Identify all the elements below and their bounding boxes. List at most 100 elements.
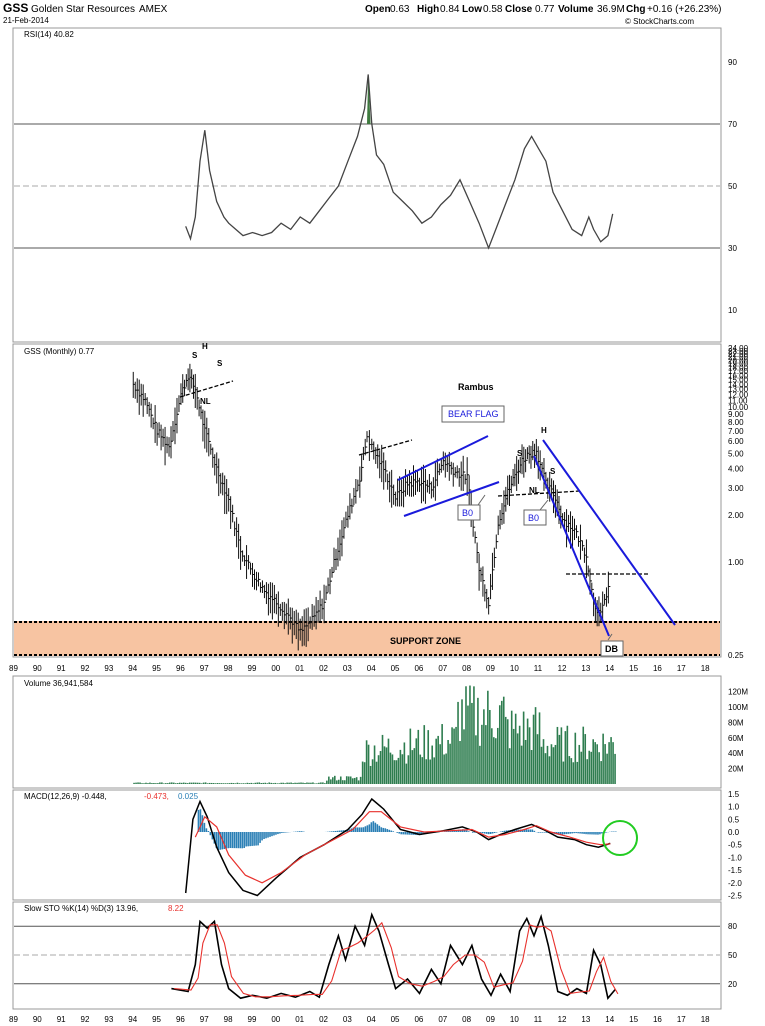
macd-hist-bar [577,832,579,834]
macd-hist-bar [485,832,488,834]
x-tick-label: 07 [438,1015,447,1024]
macd-hist-bar [491,832,494,834]
macd-hist-bar [531,829,534,832]
volume-bar [208,782,211,784]
hs2-head: H [541,426,547,435]
x-tick-label: 91 [57,664,66,673]
volume-bar [469,685,471,784]
volume-bar [169,782,171,784]
macd-hist-bar [370,822,373,832]
volume-bar [284,783,286,784]
macd-hist-bar [489,832,492,834]
volume-bar [508,748,511,784]
volume-bar [312,782,314,784]
volume-bar [443,754,445,784]
macd-hist-bar [404,832,406,835]
price-tick-label: 10.00 [728,403,749,412]
volume-tick-label: 20M [728,765,744,774]
volume-tick-label: 120M [728,688,748,697]
volume-bar [415,738,418,784]
volume-bar [453,728,455,784]
bo1-pointer [477,494,486,506]
x-tick-label: 94 [128,1015,137,1024]
macd-hist-bar [527,829,530,832]
x-tick-label: 90 [33,1015,42,1024]
volume-bar [614,753,616,784]
volume-bar [316,783,318,784]
volume-bars [133,685,616,784]
volume-bar [320,782,322,784]
macd-hist-bar [513,829,516,832]
hs2-shoulder-right: S [550,467,556,476]
macd-hist-bar [235,832,238,849]
x-tick-label: 11 [534,1015,543,1024]
volume-bar [459,741,461,784]
volume-bar [165,783,167,784]
volume-bar [220,783,223,784]
volume-bar [409,728,412,784]
macd-hist-bar [259,832,261,843]
volume-bar [314,783,316,784]
author-label: Rambus [458,382,494,392]
macd-hist-bar [589,832,591,835]
x-tick-label: 92 [81,664,90,673]
macd-hist-bar [364,826,367,832]
macd-tick-label: -2.5 [728,892,742,901]
neckline-1 [179,380,234,398]
macd-hist-bar [386,829,389,832]
x-axis-bottom: 89 90 91 92 93 94 95 96 97 98 99 00 01 02 03 04 05 06 07 08… [9,1015,710,1024]
macd-hist-bar [539,832,542,833]
macd-hist-bar [257,832,259,846]
price-tick-label: 3.00 [728,484,744,493]
volume-bar [383,746,386,784]
exchange: AMEX [139,4,168,15]
macd-hist-bar [201,815,204,832]
macd-hist-bar [197,809,200,832]
macd-hist-bar [390,830,393,832]
macd-tick-label: 0.0 [728,828,740,837]
volume-bar [268,782,271,784]
volume-bar [534,707,537,784]
rsi-grid [14,123,720,249]
volume-bar [387,738,390,784]
volume-bar [504,716,507,784]
volume-bar [445,753,447,784]
volume-bar [455,726,457,784]
x-tick-label: 13 [581,1015,590,1024]
volume-bar [272,783,274,784]
volume-bar [401,754,404,784]
macd-hist-bar [372,821,375,832]
macd-hist-bar [599,832,601,835]
price-tick-label: 20.00 [728,356,749,365]
macd-hist-bar [467,831,470,832]
volume-bar [254,782,257,784]
volume-bar [264,782,267,784]
bo2-pointer [539,499,549,511]
price-tick-label: 23.00 [728,347,749,356]
bo1-label: B0 [462,508,473,518]
volume-bar [576,761,579,784]
macd-hist-bar [249,832,251,847]
watermark: © StockCharts.com [625,17,694,26]
macd-hist-bar [336,830,339,832]
x-tick-label: 16 [653,664,662,673]
volume-bar [153,783,155,784]
volume-bar [516,733,519,784]
volume-tick-label: 100M [728,703,748,712]
volume-bar [288,782,290,784]
bear-flag-box [441,405,505,423]
volume-bar [347,776,350,784]
volume-bar [192,782,195,784]
macd-hist-bar [523,829,526,832]
volume-bar [518,725,521,784]
volume-bar [302,782,304,784]
volume-bar [200,783,203,784]
neckline-2 [358,439,413,456]
volume-bar [447,739,449,784]
db-label: DB [605,644,618,654]
macd-hist-bar [384,828,387,832]
price-bars [132,363,611,651]
rsi-y-axis: 10 30 50 70 90 [728,58,737,315]
volume-bar [552,747,555,784]
macd-hist-bar [479,832,482,833]
